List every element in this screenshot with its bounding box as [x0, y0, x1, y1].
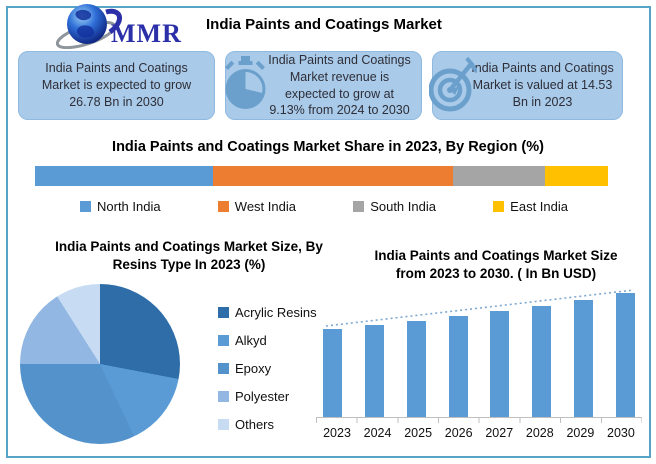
resins-legend-item: Epoxy — [218, 361, 317, 376]
globe-continent — [77, 25, 94, 38]
size-bar-plot — [316, 287, 642, 418]
region-legend: North India West India South India East Ind… — [35, 199, 608, 214]
x-axis-labels: 2023 2024 2025 2026 2027 2028 2029 2030 — [316, 426, 642, 440]
region-chart-title: India Paints and Coatings Market Share i… — [112, 139, 544, 155]
year-bar — [490, 311, 510, 417]
year-bar — [323, 329, 342, 417]
legend-swatch — [218, 335, 229, 346]
legend-label: South India — [370, 199, 436, 214]
outer-border — [6, 6, 651, 458]
region-segment — [453, 166, 545, 186]
stopwatch-dial — [245, 72, 263, 93]
resins-legend-item: Polyester — [218, 389, 317, 404]
legend-label: Epoxy — [235, 361, 272, 376]
legend-label: East India — [510, 199, 568, 214]
x-axis-label: 2025 — [404, 426, 433, 440]
x-axis-label: 2027 — [485, 426, 514, 440]
year-bar — [448, 316, 468, 417]
x-axis-label: 2029 — [566, 426, 595, 440]
year-bar — [574, 299, 594, 417]
region-share-stacked-bar — [35, 166, 608, 186]
size-chart-title: India Paints and Coatings Market Size fr… — [348, 247, 644, 282]
legend-swatch — [493, 201, 505, 212]
legend-swatch — [353, 201, 365, 212]
year-bar — [532, 305, 552, 417]
x-axis-ticks — [316, 418, 642, 423]
target-icon — [429, 56, 477, 112]
resins-legend-item: Acrylic Resins — [218, 305, 317, 320]
resins-chart-title-line1: India Paints and Coatings Market Size, B… — [55, 239, 323, 254]
resins-legend-item: Alkyd — [218, 333, 317, 348]
year-bar — [406, 320, 426, 417]
legend-swatch — [80, 201, 91, 212]
legend-label: North India — [97, 199, 161, 214]
legend-label: Acrylic Resins — [235, 305, 317, 320]
size-chart-title-line2: from 2023 to 2030. ( In Bn USD) — [395, 265, 597, 281]
mmr-logo: MMR — [56, 4, 182, 49]
legend-label: Alkyd — [235, 333, 267, 348]
legend-label: Polyester — [235, 389, 290, 404]
highlight-box-growth: India Paints and Coatings Market is expe… — [18, 51, 215, 120]
legend-label: Others — [235, 417, 275, 432]
region-legend-item: South India — [353, 199, 436, 214]
region-legend-item: West India — [217, 199, 296, 214]
x-axis-label: 2028 — [525, 426, 554, 440]
globe-icon — [67, 4, 107, 44]
resins-legend-item: Others — [218, 417, 317, 432]
logo-swoosh-2 — [105, 8, 122, 34]
region-segment — [35, 166, 213, 186]
region-segment — [212, 166, 454, 186]
legend-swatch — [218, 391, 229, 402]
logo-text: MMR — [111, 19, 182, 48]
legend-label: West India — [234, 199, 296, 214]
size-chart-title-line1: India Paints and Coatings Market Size — [374, 248, 618, 263]
highlight-box-value: India Paints and Coatings Market is valu… — [429, 51, 623, 120]
stopwatch-icon — [225, 56, 266, 109]
x-axis-label: 2030 — [607, 426, 635, 440]
x-axis-label: 2024 — [363, 426, 392, 440]
page-title: India Paints and Coatings Market — [206, 16, 442, 33]
legend-swatch — [218, 419, 229, 430]
x-axis-label: 2026 — [444, 426, 473, 440]
highlight-box-text: India Paints and Coatings Market revenue… — [268, 52, 411, 118]
legend-swatch — [217, 201, 229, 212]
globe-continent — [75, 9, 92, 21]
year-bar — [615, 293, 635, 417]
highlight-box-text: India Paints and Coatings Market is expe… — [41, 61, 192, 109]
region-legend-item: East India — [493, 199, 568, 214]
highlight-box-cagr: India Paints and Coatings Market revenue… — [225, 51, 422, 120]
region-segment — [544, 166, 608, 186]
resins-pie — [20, 284, 180, 444]
x-axis-label: 2023 — [323, 426, 351, 440]
resins-chart-title: India Paints and Coatings Market Size, B… — [10, 238, 368, 274]
legend-swatch — [218, 363, 229, 374]
year-bar — [364, 325, 384, 417]
resins-chart-title-line2: Resins Type In 2023 (%) — [112, 257, 266, 273]
resins-legend: Acrylic Resins Alkyd Epoxy Polyester Others — [218, 305, 317, 432]
legend-swatch — [218, 307, 229, 318]
highlight-box-text: India Paints and Coatings Market is valu… — [471, 61, 614, 109]
region-legend-item: North India — [80, 199, 161, 214]
